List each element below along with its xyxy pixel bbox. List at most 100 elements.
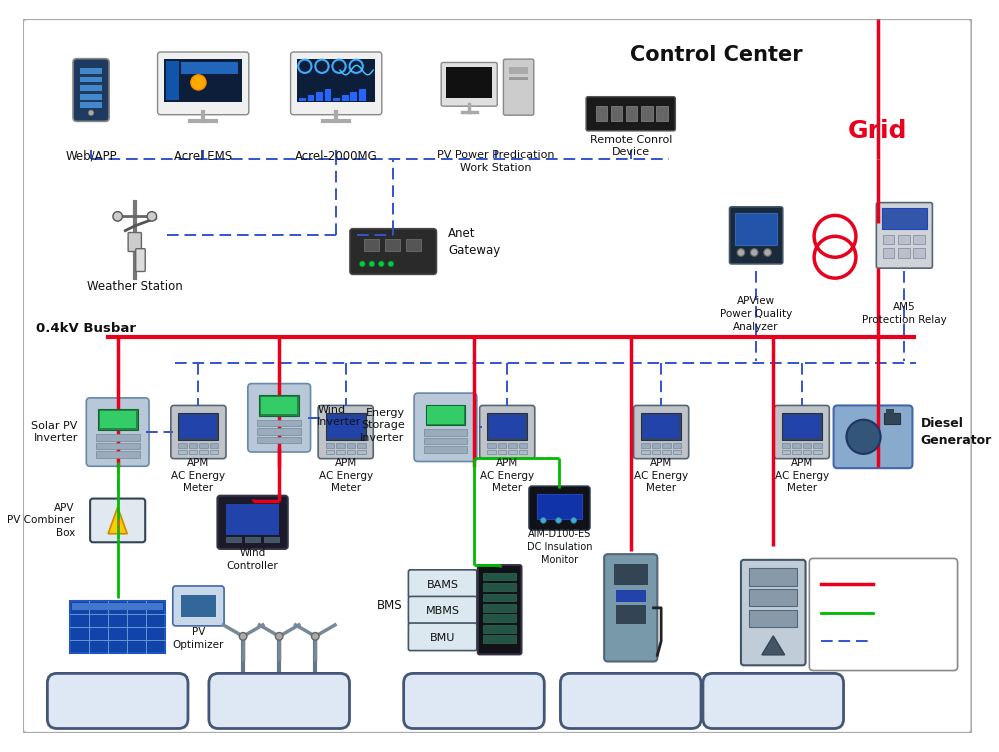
Text: Remote Conrol
Device: Remote Conrol Device: [589, 135, 672, 157]
Bar: [615, 590, 646, 602]
Bar: [749, 590, 797, 606]
Bar: [783, 415, 820, 438]
Text: APM
AC Energy
Meter: APM AC Energy Meter: [481, 458, 534, 493]
Bar: [651, 450, 660, 454]
Bar: [803, 442, 811, 448]
FancyBboxPatch shape: [560, 673, 701, 729]
Polygon shape: [108, 507, 127, 534]
Text: Web/APP: Web/APP: [65, 150, 117, 163]
Bar: [298, 59, 376, 102]
FancyBboxPatch shape: [218, 496, 288, 549]
Bar: [884, 413, 900, 424]
Polygon shape: [762, 636, 784, 655]
Bar: [258, 420, 301, 426]
Bar: [913, 248, 925, 258]
Bar: [488, 413, 527, 440]
Bar: [386, 239, 401, 250]
Bar: [259, 395, 299, 416]
Circle shape: [555, 517, 561, 523]
FancyBboxPatch shape: [291, 52, 382, 115]
Bar: [347, 442, 356, 448]
FancyBboxPatch shape: [586, 97, 675, 131]
Text: APView
Power Quality
Analyzer: APView Power Quality Analyzer: [720, 296, 792, 332]
Bar: [610, 106, 622, 121]
FancyBboxPatch shape: [318, 405, 374, 459]
Bar: [359, 89, 366, 102]
Text: Wind
Inverter: Wind Inverter: [318, 405, 362, 427]
Circle shape: [276, 632, 283, 640]
FancyBboxPatch shape: [415, 393, 477, 462]
Bar: [426, 405, 466, 426]
Bar: [518, 442, 527, 448]
Bar: [498, 450, 506, 454]
Circle shape: [846, 420, 880, 454]
Text: PV
Optimizer: PV Optimizer: [173, 627, 224, 650]
Bar: [484, 625, 515, 632]
Bar: [651, 442, 660, 448]
Bar: [488, 442, 496, 448]
Circle shape: [240, 632, 247, 640]
Bar: [328, 415, 364, 438]
Bar: [179, 450, 187, 454]
Bar: [509, 67, 528, 74]
Bar: [898, 235, 910, 244]
FancyBboxPatch shape: [209, 673, 350, 729]
Circle shape: [369, 261, 375, 267]
FancyBboxPatch shape: [86, 398, 149, 466]
Circle shape: [750, 249, 758, 256]
Text: MBMS: MBMS: [426, 606, 460, 616]
Bar: [595, 106, 607, 121]
Bar: [351, 92, 357, 102]
Bar: [735, 213, 777, 245]
Bar: [883, 235, 894, 244]
Bar: [182, 595, 216, 617]
Text: APM
AC Energy
Meter: APM AC Energy Meter: [634, 458, 688, 493]
Bar: [508, 442, 516, 448]
Bar: [509, 77, 528, 80]
FancyBboxPatch shape: [350, 229, 437, 274]
Bar: [749, 569, 797, 586]
Circle shape: [312, 632, 319, 640]
Text: AM5
Protection Relay: AM5 Protection Relay: [862, 302, 947, 325]
FancyBboxPatch shape: [604, 554, 657, 662]
Bar: [210, 450, 219, 454]
Circle shape: [570, 517, 576, 523]
FancyBboxPatch shape: [173, 586, 224, 626]
FancyBboxPatch shape: [409, 570, 477, 597]
Bar: [337, 450, 345, 454]
Bar: [210, 442, 219, 448]
Bar: [488, 450, 496, 454]
Bar: [245, 537, 260, 542]
Text: Diesel
Generator: Diesel Generator: [920, 417, 992, 447]
Text: Weather Station: Weather Station: [87, 280, 183, 293]
Bar: [299, 98, 306, 102]
Bar: [189, 442, 198, 448]
FancyBboxPatch shape: [409, 623, 477, 650]
Bar: [347, 450, 356, 454]
Bar: [342, 95, 349, 102]
Bar: [518, 450, 527, 454]
FancyBboxPatch shape: [409, 596, 477, 624]
Bar: [484, 635, 515, 643]
Bar: [615, 605, 646, 624]
Bar: [326, 442, 335, 448]
Bar: [226, 537, 241, 542]
Bar: [613, 564, 647, 584]
Text: BMS: BMS: [377, 599, 403, 612]
Bar: [80, 68, 103, 74]
FancyBboxPatch shape: [774, 405, 829, 459]
Bar: [258, 437, 301, 444]
Text: EV Charger: EV Charger: [586, 695, 674, 709]
Circle shape: [764, 249, 771, 256]
Bar: [80, 85, 103, 91]
Bar: [357, 442, 366, 448]
Bar: [334, 98, 340, 102]
Text: Energy Storage: Energy Storage: [414, 695, 534, 709]
FancyBboxPatch shape: [73, 59, 109, 121]
FancyBboxPatch shape: [171, 405, 226, 459]
Bar: [498, 442, 506, 448]
Bar: [782, 442, 790, 448]
Bar: [326, 450, 335, 454]
Bar: [98, 409, 138, 430]
FancyBboxPatch shape: [503, 59, 533, 115]
